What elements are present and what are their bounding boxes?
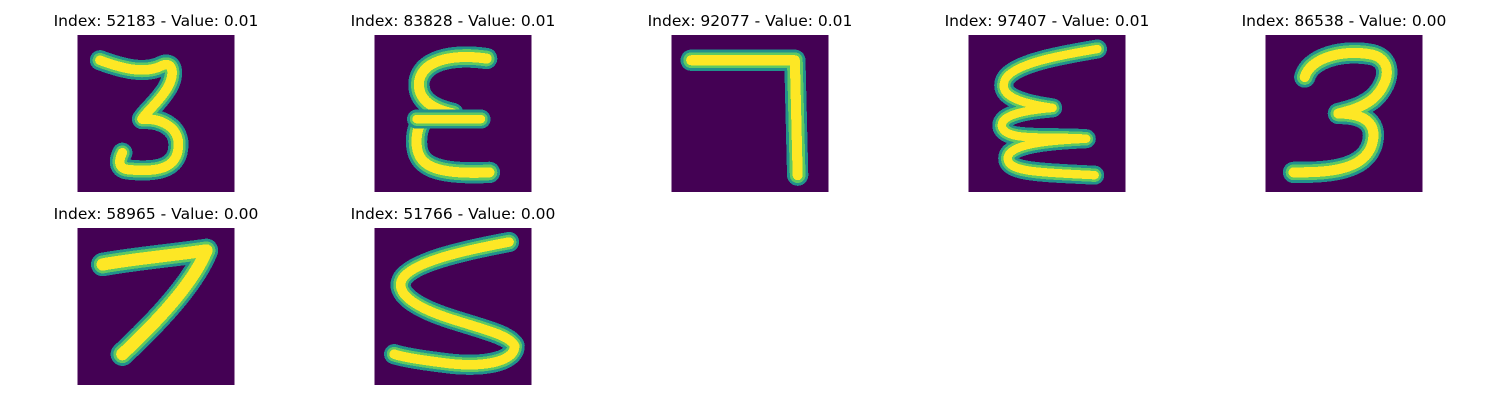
panel-1: Index: 52183 - Value: 0.01: [0, 0, 300, 200]
digit-5-icon: [374, 228, 532, 385]
panel-title: Index: 58965 - Value: 0.00: [53, 205, 259, 223]
panel-6: Index: 58965 - Value: 0.00: [0, 193, 300, 393]
digit-epsilon-icon: [968, 35, 1126, 192]
digit-3-icon: [77, 35, 235, 192]
panel-title: Index: 97407 - Value: 0.01: [944, 12, 1150, 30]
digit-7-icon: [77, 228, 235, 385]
panel-title: Index: 52183 - Value: 0.01: [53, 12, 259, 30]
panel-3: Index: 92077 - Value: 0.01: [594, 0, 894, 200]
panel-title: Index: 92077 - Value: 0.01: [647, 12, 853, 30]
panel-2: Index: 83828 - Value: 0.01: [297, 0, 597, 200]
panel-title: Index: 83828 - Value: 0.01: [350, 12, 556, 30]
panel-4: Index: 97407 - Value: 0.01: [891, 0, 1191, 200]
digit-3-icon: [1265, 35, 1423, 192]
digit-epsilon-icon: [374, 35, 532, 192]
panel-title: Index: 51766 - Value: 0.00: [350, 205, 556, 223]
panel-5: Index: 86538 - Value: 0.00: [1188, 0, 1488, 200]
panel-title: Index: 86538 - Value: 0.00: [1241, 12, 1447, 30]
panel-7: Index: 51766 - Value: 0.00: [297, 193, 597, 393]
digit-7-icon: [671, 35, 829, 192]
